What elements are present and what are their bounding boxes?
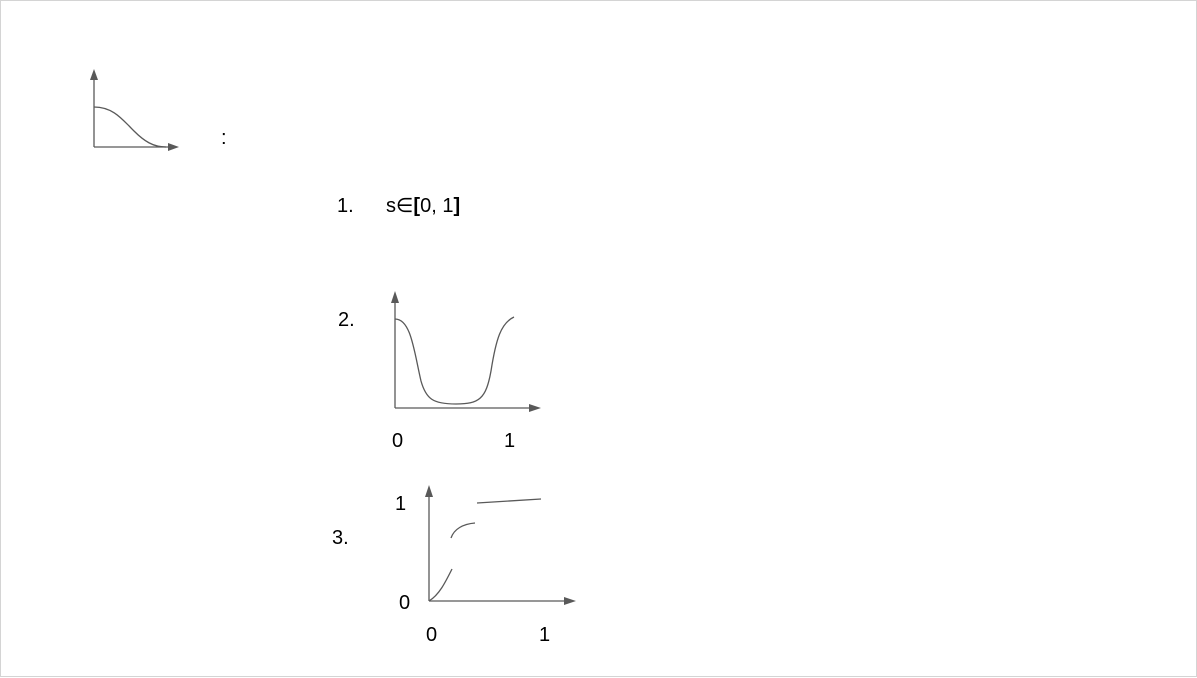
graph-3-y-arrow	[425, 485, 433, 497]
graph-3-x-arrow	[564, 597, 576, 605]
formula-variable: s	[386, 195, 396, 217]
element-of-symbol: ∈	[396, 195, 414, 217]
close-bracket: ]	[453, 195, 461, 217]
graph-3-x-tick-1: 1	[539, 624, 551, 646]
heading-colon: :	[221, 127, 227, 149]
graph-2	[391, 291, 541, 412]
header-graph-y-arrow	[90, 69, 98, 80]
graph-3-y-tick-0: 0	[399, 592, 411, 614]
graph-3-y-tick-1: 1	[395, 493, 407, 515]
graph-3-x-tick-0: 0	[426, 624, 438, 646]
graph-3	[425, 485, 576, 605]
item-1-formula: s∈[0, 1]	[386, 195, 460, 217]
open-bracket: [	[413, 195, 421, 217]
graph-2-curve	[394, 316, 515, 405]
formula-range: 0, 1	[420, 195, 454, 217]
item-2-number: 2.	[338, 309, 355, 331]
graph-2-x-tick-0: 0	[392, 430, 404, 452]
item-1-number: 1.	[337, 195, 354, 217]
graph-3-curve-segment-3	[476, 498, 542, 504]
item-3-number: 3.	[332, 527, 349, 549]
graph-2-x-arrow	[529, 404, 541, 412]
graph-2-x-tick-1: 1	[504, 430, 516, 452]
header-graph	[90, 69, 179, 151]
header-graph-x-arrow	[168, 143, 179, 151]
graph-3-curve-segment-2	[450, 522, 476, 539]
graph-2-y-arrow	[391, 291, 399, 303]
graph-3-curve-segment-1	[428, 568, 453, 602]
header-graph-curve	[93, 106, 167, 148]
